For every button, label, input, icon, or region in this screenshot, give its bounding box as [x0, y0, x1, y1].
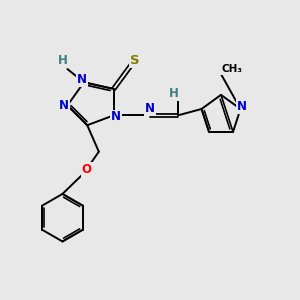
- Text: N: N: [111, 110, 121, 124]
- Text: N: N: [145, 102, 155, 115]
- Text: O: O: [82, 163, 92, 176]
- Text: S: S: [130, 54, 140, 67]
- Text: CH₃: CH₃: [221, 64, 242, 74]
- Text: N: N: [237, 100, 247, 113]
- Text: H: H: [169, 87, 179, 100]
- Text: N: N: [59, 99, 69, 112]
- Text: N: N: [77, 74, 87, 86]
- Text: H: H: [58, 54, 68, 67]
